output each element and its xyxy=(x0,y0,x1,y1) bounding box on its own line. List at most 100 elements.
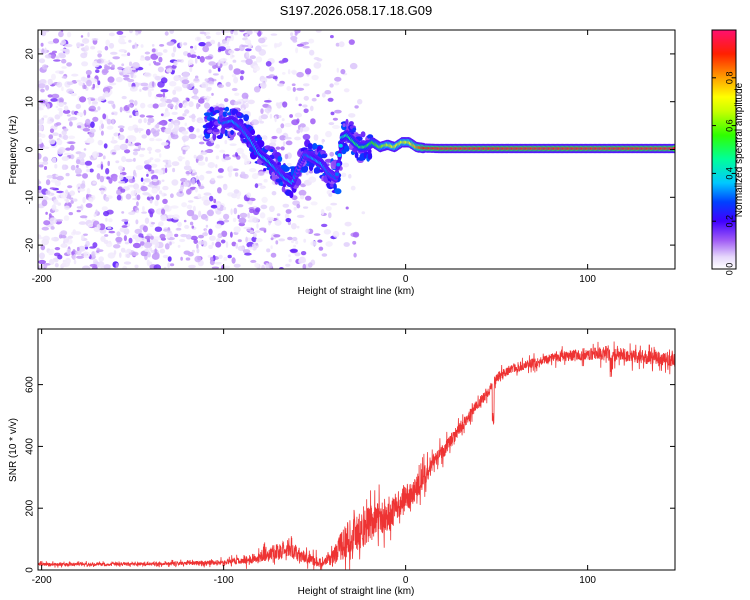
spectrogram-noise-cell xyxy=(218,255,223,258)
spectrogram-noise-cell xyxy=(222,153,226,159)
spectrogram-noise-cell xyxy=(278,238,286,242)
spectrogram-noise-cell xyxy=(170,134,179,140)
spectrogram-noise-cell xyxy=(172,46,177,53)
spectrogram-noise-cell xyxy=(212,73,219,76)
spectrogram-ridge-spread xyxy=(224,106,230,112)
spectrogram-noise-cell xyxy=(61,86,64,92)
snr-x-tick-label: 100 xyxy=(579,575,596,586)
spectrogram-noise-cell xyxy=(161,179,165,182)
spectrogram-noise-cell xyxy=(163,193,167,196)
spectrogram-noise-cell xyxy=(119,106,123,113)
snr-y-tick-label: 400 xyxy=(25,438,36,455)
spectrogram-noise-cell xyxy=(211,266,220,269)
spectrogram-noise-cell xyxy=(133,157,136,162)
spectrogram-noise-cell xyxy=(76,209,81,213)
spectrogram-noise-cell xyxy=(246,51,250,58)
spectrogram-noise-cell xyxy=(159,248,166,254)
spectrogram-noise-cell xyxy=(112,56,120,60)
spectrogram-noise-cell xyxy=(62,134,69,140)
spectrogram-noise-cell xyxy=(245,33,249,38)
spectrogram-noise-cell xyxy=(57,202,62,206)
spectrogram-noise-cell xyxy=(214,261,222,265)
spectrogram-noise-cell xyxy=(282,72,286,75)
spectrogram-noise-cell xyxy=(332,117,338,121)
spectrogram-noise-cell xyxy=(45,211,48,215)
spectrogram-noise-cell xyxy=(107,252,116,259)
colorbar-gradient xyxy=(711,29,737,270)
spectrogram-noise-cell xyxy=(103,143,108,149)
spectrogram-noise-cell xyxy=(169,81,177,87)
spectrogram-noise-cell xyxy=(135,219,139,225)
spectrogram-noise-cell xyxy=(111,64,115,69)
spectrogram-noise-cell xyxy=(291,70,297,75)
spectrogram-noise-cell xyxy=(348,113,356,118)
spectrogram-noise-cell xyxy=(128,237,133,244)
spectrogram-noise-cell xyxy=(160,77,168,84)
spectrogram-noise-cell xyxy=(235,243,239,249)
spectrogram-noise-cell xyxy=(107,76,115,83)
spectrogram-noise-cell xyxy=(264,77,268,83)
spectrogram-noise-cell xyxy=(171,111,178,115)
snr-x-tick-label: -100 xyxy=(214,575,234,586)
spectrogram-noise-cell xyxy=(111,136,115,142)
spectrogram-noise-cell xyxy=(197,193,202,199)
spectrogram-y-tick-label: -10 xyxy=(25,190,36,205)
spectrogram-noise-cell xyxy=(133,100,138,106)
spectrogram-noise-cell xyxy=(141,134,147,139)
spectrogram-noise-cell xyxy=(123,228,130,235)
spectrogram-noise-cell xyxy=(55,174,59,178)
spectrogram-noise-cell xyxy=(302,263,307,269)
spectrogram-noise-cell xyxy=(196,37,200,41)
spectrogram-noise-cell xyxy=(208,228,213,235)
spectrogram-noise-cell xyxy=(245,58,253,65)
spectrogram-noise-cell xyxy=(92,83,96,89)
spectrogram-noise-cell xyxy=(151,222,155,225)
spectrogram-noise-cell xyxy=(223,219,230,223)
spectrogram-noise-cell xyxy=(186,209,195,217)
spectrogram-noise-cell xyxy=(237,245,245,252)
spectrogram-noise-cell xyxy=(38,107,44,111)
spectrogram-noise-cell xyxy=(176,227,182,231)
spectrogram-ridge-spread xyxy=(334,188,342,195)
spectrogram-noise-cell xyxy=(180,256,183,261)
spectrogram-noise-cell xyxy=(47,78,53,86)
spectrogram-noise-cell xyxy=(61,58,67,64)
spectrogram-noise-cell xyxy=(259,120,264,124)
spectrogram-noise-cell xyxy=(48,259,55,265)
spectrogram-noise-cell xyxy=(251,119,260,126)
spectrogram-noise-cell xyxy=(300,195,305,200)
spectrogram-noise-cell xyxy=(88,108,95,112)
spectrogram-noise-cell xyxy=(154,158,161,163)
spectrogram-noise-cell xyxy=(245,48,252,52)
spectrogram-noise-cell xyxy=(203,199,211,206)
spectrogram-noise-cell xyxy=(192,88,199,95)
spectrogram-noise-cell xyxy=(102,69,109,74)
snr-x-tick-label: -200 xyxy=(32,575,52,586)
spectrogram-noise-cell xyxy=(91,100,99,107)
spectrogram-noise-cell xyxy=(208,69,212,74)
spectrogram-noise-cell xyxy=(244,252,252,256)
spectrogram-noise-cell xyxy=(160,215,167,222)
spectrogram-noise-cell xyxy=(253,232,257,238)
spectrogram-noise-cell xyxy=(140,185,148,192)
spectrogram-noise-cell xyxy=(50,98,58,102)
spectrogram-noise-cell xyxy=(237,239,242,243)
spectrogram-y-tick-label: 20 xyxy=(25,48,36,60)
spectrogram-noise-cell xyxy=(228,171,232,178)
spectrogram-noise-cell xyxy=(144,51,151,55)
spectrogram-noise-cell xyxy=(178,102,183,108)
spectrogram-noise-cell xyxy=(260,108,264,114)
spectrogram-noise-cell xyxy=(168,135,172,142)
spectrogram-noise-cell xyxy=(230,208,233,215)
spectrogram-noise-cell xyxy=(171,97,179,103)
spectrogram-noise-cell xyxy=(269,66,275,72)
spectrogram-noise-cell xyxy=(223,256,228,261)
spectrogram-noise-cell xyxy=(177,116,185,121)
spectrogram-noise-cell xyxy=(159,190,163,195)
spectrogram-noise-cell xyxy=(185,257,191,261)
spectrogram-noise-cell xyxy=(105,217,108,222)
spectrogram-noise-cell xyxy=(66,62,72,67)
spectrogram-noise-cell xyxy=(191,113,196,120)
spectrogram-noise-cell xyxy=(85,69,92,76)
spectrogram-noise-cell xyxy=(348,39,355,45)
